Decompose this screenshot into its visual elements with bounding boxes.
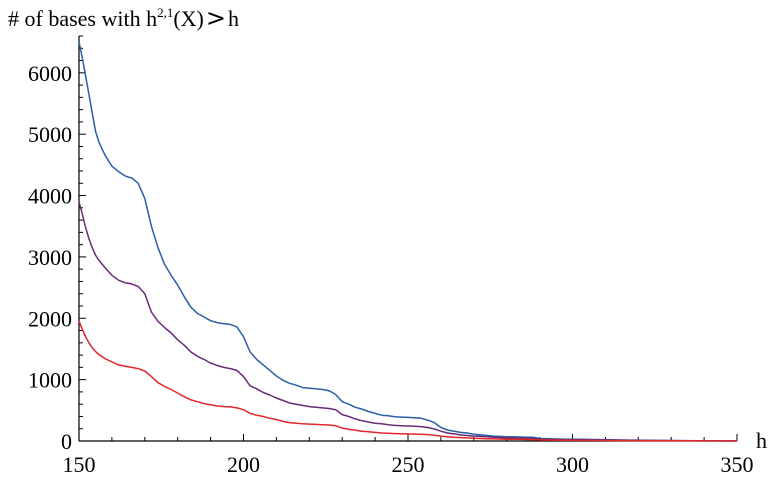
x-tick-label: 300 <box>556 452 589 477</box>
y-axis-title-tail: (X) <box>173 6 204 31</box>
x-tick-label: 250 <box>392 452 425 477</box>
x-axis-title: h <box>756 428 767 453</box>
y-axis-title-main: # of bases with h <box>8 6 157 31</box>
series-line-1 <box>78 41 737 442</box>
y-tick-label: 1000 <box>28 368 72 393</box>
y-tick-label: 3000 <box>28 245 72 270</box>
x-tick-label: 150 <box>63 452 96 477</box>
series-line-3 <box>78 321 737 442</box>
y-tick-label: 0 <box>61 429 72 454</box>
y-tick-label: 5000 <box>28 122 72 147</box>
tick-label-layer: 150 200 250 300 350 0 1000 2000 3000 4000 5000 6000 <box>28 61 754 477</box>
x-tick-label: 350 <box>721 452 754 477</box>
y-tick-label: 2000 <box>28 306 72 331</box>
tick-layer <box>78 35 738 442</box>
y-tick-label: 6000 <box>28 61 72 86</box>
y-axis-title-h: h <box>228 6 239 31</box>
series-layer <box>78 41 737 442</box>
y-axis-title-sup: 2,1 <box>157 5 173 20</box>
x-tick-label: 200 <box>227 452 260 477</box>
y-axis-title-gt: > <box>206 4 226 32</box>
y-axis-title: # of bases with h2,1(X)>h <box>8 4 239 32</box>
series-line-2 <box>78 201 737 442</box>
y-tick-label: 4000 <box>28 184 72 209</box>
